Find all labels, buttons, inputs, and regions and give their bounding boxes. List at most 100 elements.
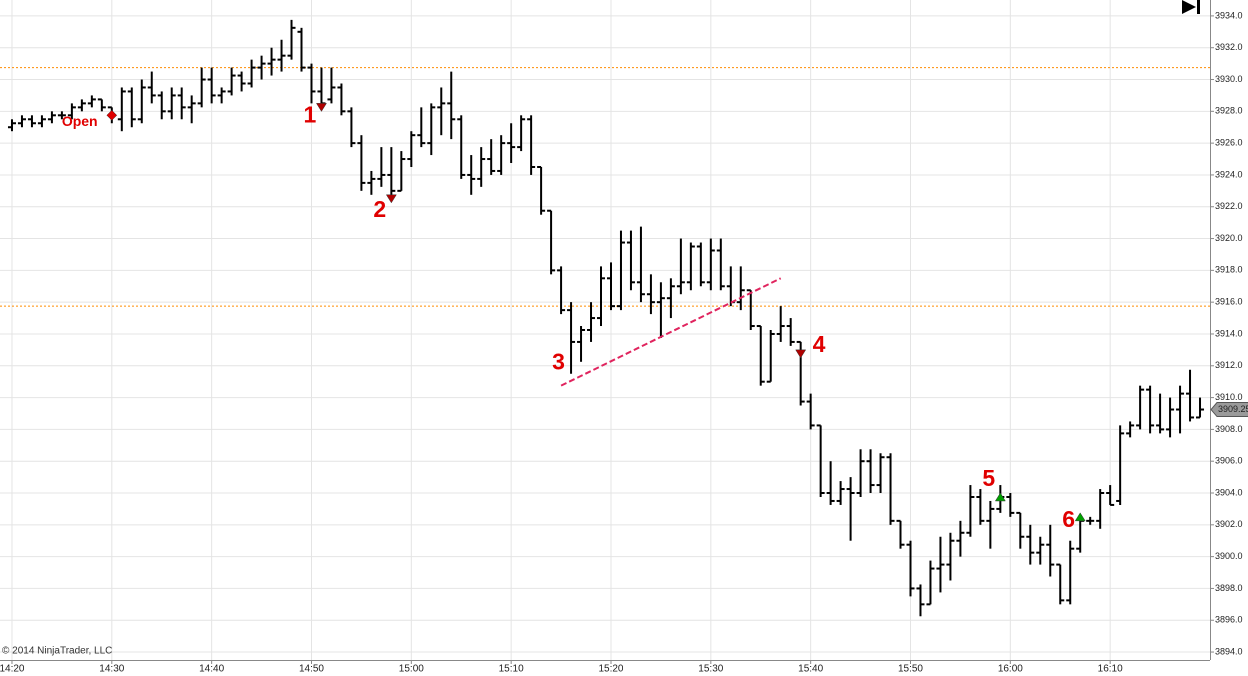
- ohlc-bar: [1156, 393, 1165, 434]
- ohlc-bar: [37, 115, 46, 128]
- ohlc-bar: [806, 393, 815, 430]
- ohlc-bar: [457, 115, 466, 179]
- ohlc-bar: [856, 449, 865, 497]
- ohlc-bar: [696, 242, 705, 287]
- annotation-number: 3: [552, 349, 565, 375]
- ohlc-bar: [816, 424, 825, 497]
- ohlc-bar: [1056, 563, 1065, 605]
- ohlc-bar: [467, 155, 476, 195]
- ohlc-bar: [976, 489, 985, 525]
- ohlc-bar: [147, 71, 156, 104]
- ohlc-bar: [487, 139, 496, 175]
- copyright: © 2014 NinjaTrader, LLC: [2, 646, 112, 657]
- y-tick-label: 3930.0: [1215, 74, 1243, 84]
- ohlc-bar: [716, 238, 725, 291]
- ohlc-bar: [656, 282, 665, 338]
- ohlc-bar: [936, 536, 945, 593]
- ohlc-bar: [527, 115, 536, 175]
- ohlc-bar: [896, 519, 905, 549]
- y-tick-label: 3924.0: [1215, 169, 1243, 179]
- ohlc-bar: [337, 83, 346, 116]
- ohlc-bar: [746, 289, 755, 330]
- ohlc-bar: [267, 47, 276, 76]
- ohlc-bar: [686, 242, 695, 291]
- ohlc-bar: [567, 302, 576, 374]
- ohlc-bar: [956, 520, 965, 557]
- x-tick-label: 15:20: [598, 664, 623, 675]
- y-tick-label: 3916.0: [1215, 297, 1243, 307]
- y-tick-label: 3910.0: [1215, 392, 1243, 402]
- ohlc-bar: [646, 274, 655, 315]
- marker-label: 1: [303, 101, 316, 127]
- x-tick-label: 15:00: [399, 664, 424, 675]
- y-tick-label: 3912.0: [1215, 360, 1243, 370]
- ohlc-bar: [1126, 421, 1135, 438]
- ohlc-bar: [1036, 536, 1045, 565]
- x-tick-label: 14:40: [199, 664, 224, 675]
- ohlc-bar: [1026, 524, 1035, 565]
- ohlc-bar: [297, 27, 306, 72]
- ohlc-bar: [557, 266, 566, 315]
- ohlc-bar: [387, 147, 396, 199]
- play-icon: [1182, 0, 1200, 14]
- ohlc-bar: [766, 330, 775, 383]
- ohlc-bar: [826, 461, 835, 505]
- ohlc-bar: [966, 485, 975, 537]
- ohlc-bar: [1066, 540, 1075, 605]
- marker: [795, 349, 807, 359]
- ohlc-bar: [47, 111, 56, 124]
- ohlc-bar: [1116, 425, 1125, 505]
- ohlc-bar: [197, 67, 206, 108]
- ohlc-bar: [177, 87, 186, 120]
- ohlc-bar: [257, 55, 266, 80]
- ohlc-bar: [277, 39, 286, 72]
- ohlc-bar: [1096, 489, 1105, 529]
- y-tick-label: 3896.0: [1215, 615, 1243, 625]
- ohlc-bar: [407, 131, 416, 167]
- ohlc-bar: [7, 119, 16, 132]
- y-tick-label: 3906.0: [1215, 456, 1243, 466]
- ohlc-bar: [377, 147, 386, 187]
- ohlc-bar: [227, 67, 236, 96]
- ohlc-bar: [437, 87, 446, 136]
- ohlc-bar: [307, 63, 316, 104]
- ohlc-bar: [1146, 385, 1155, 434]
- ohlc-bar: [876, 453, 885, 494]
- ohlc-bar: [117, 87, 126, 132]
- y-tick-label: 3908.0: [1215, 424, 1243, 434]
- ohlc-bar: [547, 209, 556, 275]
- ohlc-bar: [1086, 516, 1095, 525]
- ohlc-bar: [666, 278, 675, 319]
- ohlc-bar: [786, 318, 795, 346]
- trend-line: [560, 277, 782, 387]
- ohlc-bar: [97, 98, 106, 112]
- y-tick-label: 3920.0: [1215, 233, 1243, 243]
- ohlc-bar: [427, 103, 436, 156]
- y-tick-label: 3894.0: [1215, 646, 1243, 656]
- ohlc-bar: [606, 262, 615, 311]
- ohlc-bar: [626, 230, 635, 291]
- y-tick-label: 3928.0: [1215, 106, 1243, 116]
- x-tick-label: 16:00: [998, 664, 1023, 675]
- ohlc-bar: [157, 91, 166, 120]
- ohlc-bar: [367, 170, 376, 195]
- ohlc-bar: [736, 266, 745, 311]
- ohlc-bar: [986, 500, 995, 549]
- ohlc-bar: [347, 107, 356, 148]
- marker-label: 5: [982, 465, 995, 491]
- x-tick-label: 16:10: [1098, 664, 1123, 675]
- ohlc-bar: [846, 477, 855, 541]
- ohlc-bar: [397, 151, 406, 192]
- y-tick-label: 3926.0: [1215, 138, 1243, 148]
- y-tick-label: 3902.0: [1215, 519, 1243, 529]
- ohlc-bar: [1016, 511, 1025, 549]
- ohlc-bar: [836, 481, 845, 505]
- ohlc-bar: [616, 230, 625, 311]
- y-tick-label: 3922.0: [1215, 201, 1243, 211]
- last-price-label: 3909.25: [1218, 404, 1248, 414]
- ohlc-bar: [417, 107, 426, 148]
- ohlc-bar: [57, 111, 66, 120]
- marker-label: Open: [62, 113, 98, 129]
- marker-label: 4: [813, 331, 826, 357]
